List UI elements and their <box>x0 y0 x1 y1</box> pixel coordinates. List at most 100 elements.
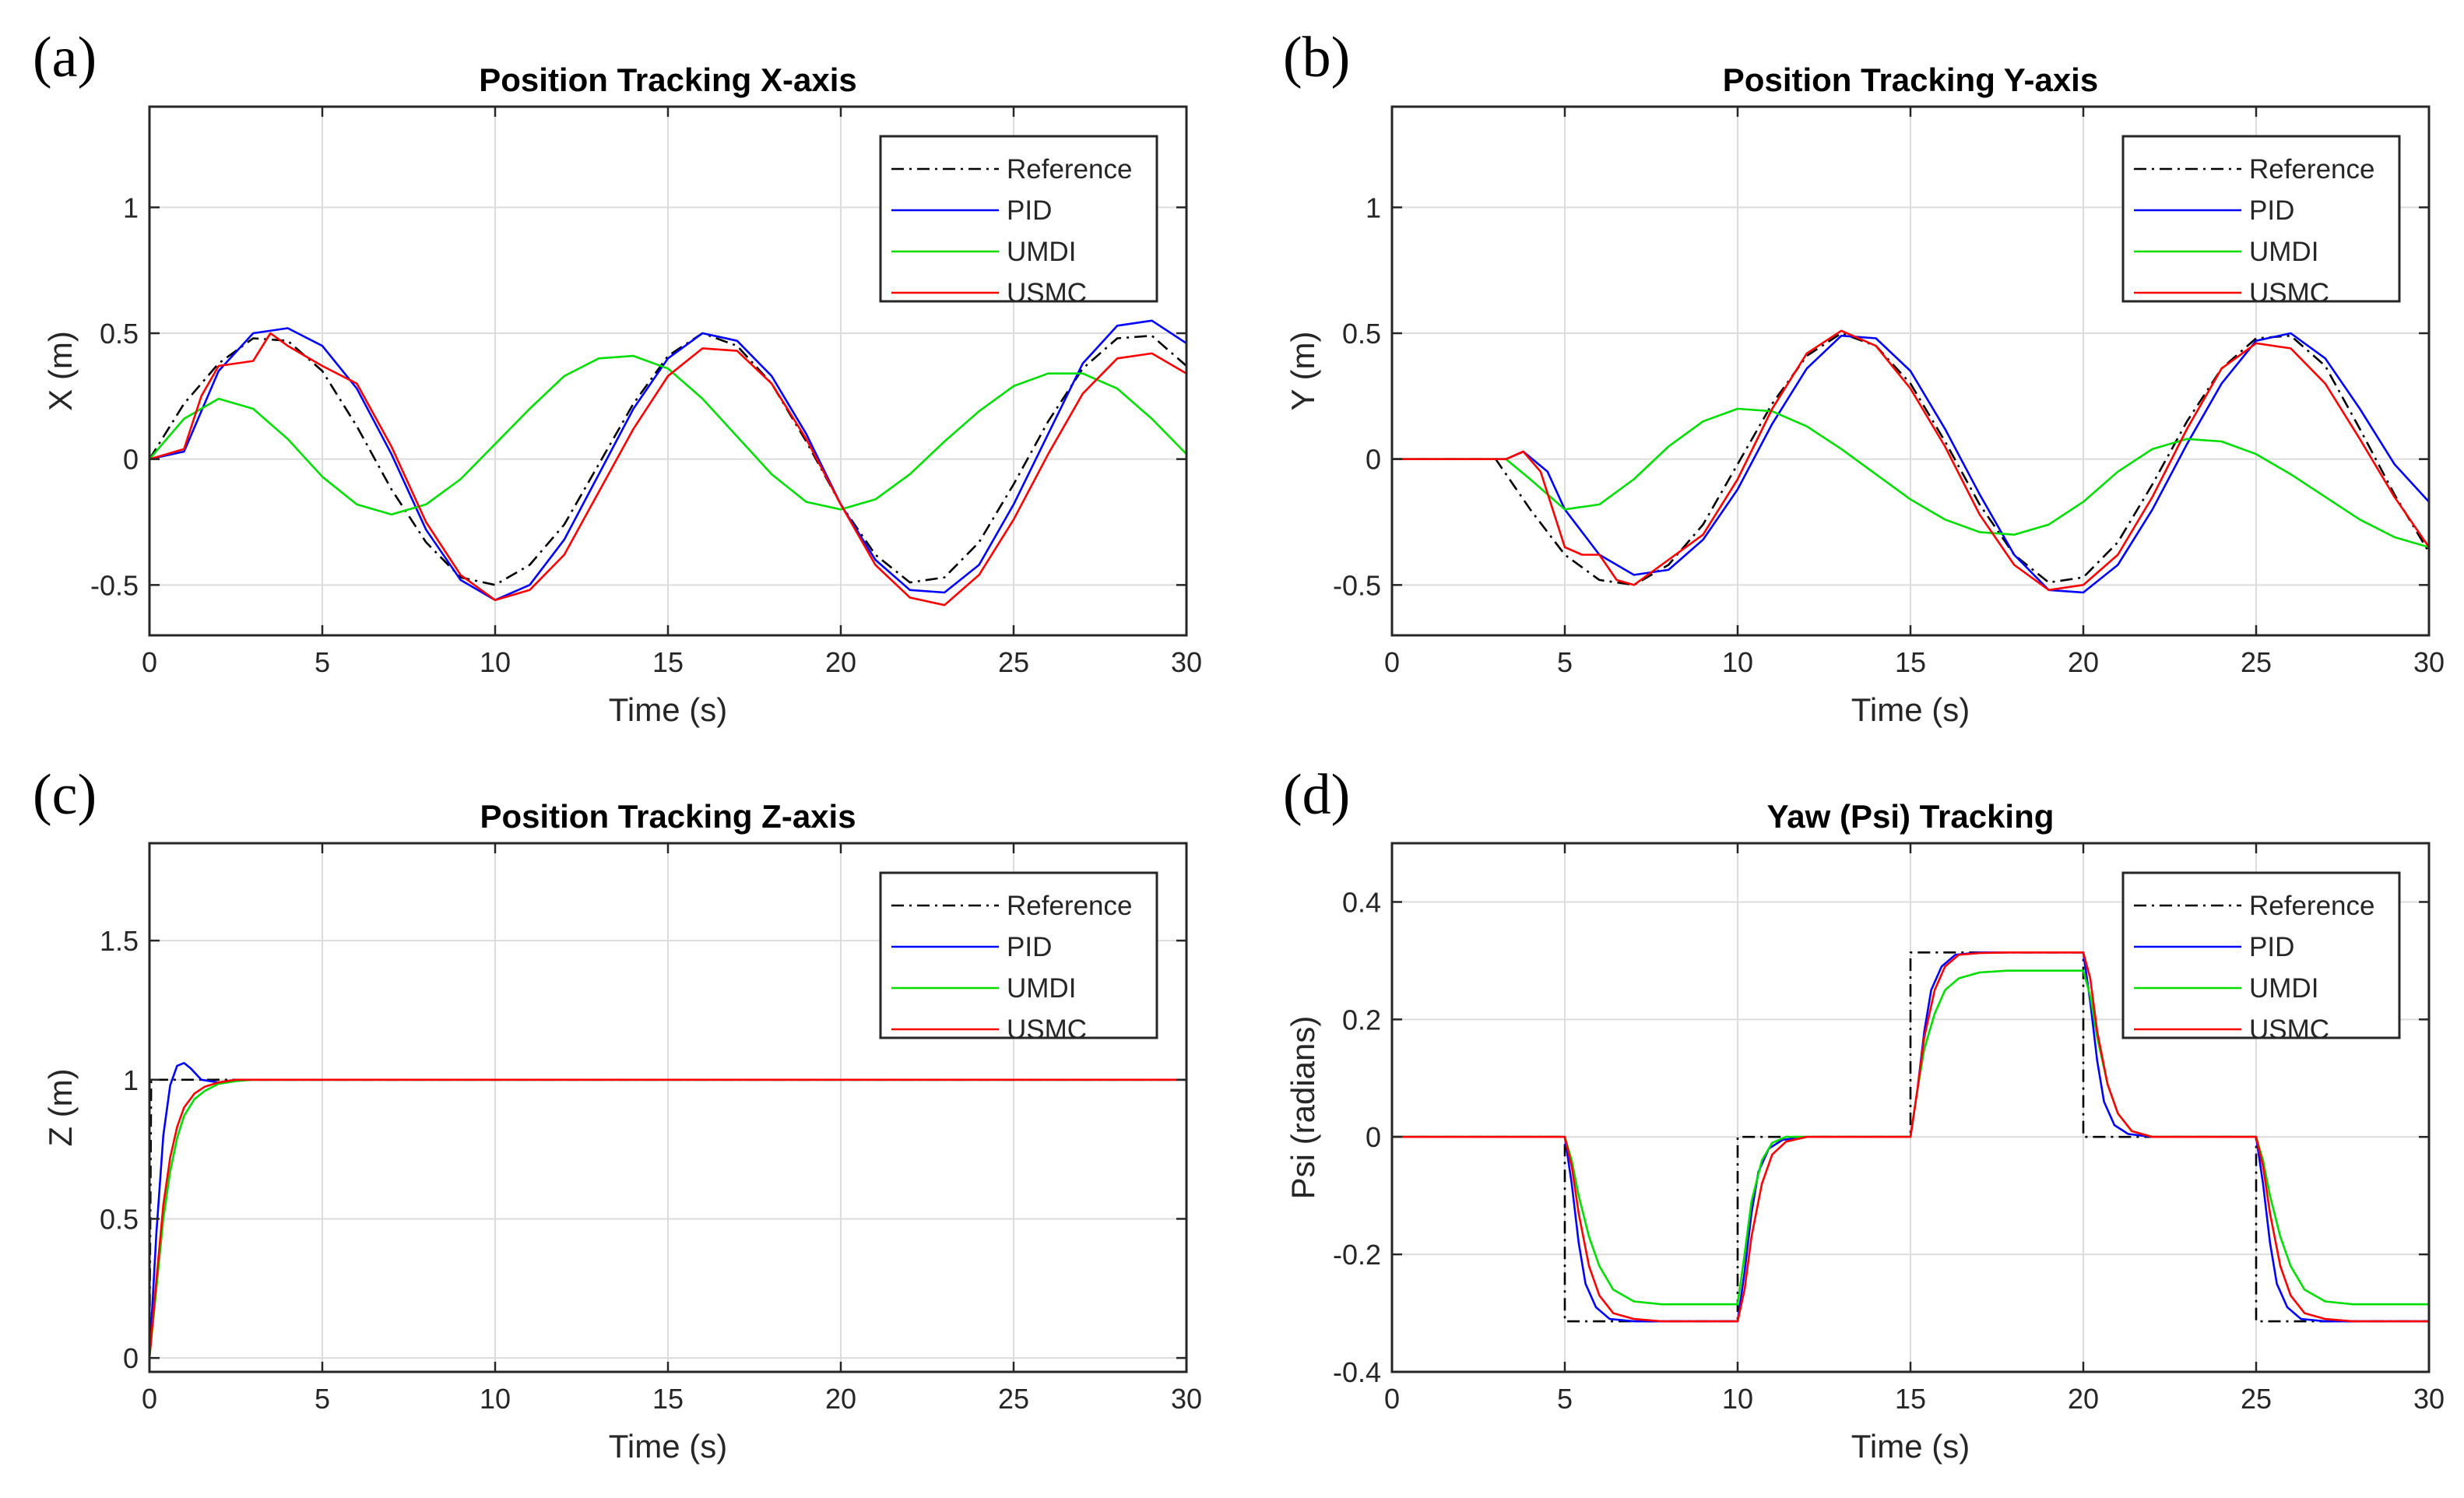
x-tick-label: 15 <box>1895 1383 1926 1415</box>
x-tick-label: 10 <box>480 1383 511 1415</box>
y-tick-label: -0.4 <box>1333 1356 1381 1388</box>
legend: Reference PID UMDI USMC <box>879 871 1158 1045</box>
x-tick-label: 0 <box>142 1383 157 1415</box>
y-tick-label: 0.5 <box>1342 318 1381 350</box>
series-line-usmc <box>1392 951 2429 1323</box>
legend-label-pid: PID <box>2249 932 2294 962</box>
y-tick-label: -0.2 <box>1333 1239 1381 1271</box>
x-axis-label: Time (s) <box>1851 1428 1970 1465</box>
y-axis-label: X (m) <box>42 331 79 411</box>
series-group <box>149 1062 1186 1359</box>
x-axis-label: Time (s) <box>1851 691 1970 728</box>
x-tick-label: 10 <box>480 646 511 678</box>
y-axis-label: Y (m) <box>1285 332 1321 411</box>
legend-box <box>879 871 1158 1039</box>
x-tick-label: 5 <box>315 646 330 678</box>
series-group <box>1392 951 2429 1323</box>
x-tick-label: 0 <box>1384 646 1400 678</box>
legend: Reference PID UMDI USMC <box>879 135 1158 308</box>
y-tick-label: 0 <box>1366 1121 1381 1153</box>
x-tick-label: 5 <box>1557 646 1573 678</box>
series-line-pid <box>1392 332 2429 594</box>
chart-panel-4: 0 5 10 15 20 25 30 -0.4 -0.2 0 0.2 0.4 Yaw (Psi) Tra… <box>1283 763 2445 1465</box>
y-tick-label: -0.5 <box>1333 569 1381 601</box>
legend-label-umdi: UMDI <box>2249 237 2318 267</box>
series-line-umdi <box>149 354 1186 516</box>
x-tick-label: 25 <box>2241 646 2272 678</box>
y-tick-label: 0 <box>1366 444 1381 476</box>
legend-box <box>879 135 1158 303</box>
x-tick-label: 30 <box>1171 646 1202 678</box>
series-line-pid <box>149 319 1186 601</box>
panel-label: (a) <box>33 26 97 90</box>
x-tick-label: 5 <box>315 1383 330 1415</box>
chart-panel-1: 0 5 10 15 20 25 30 -0.5 0 0.5 1 Position Tracking X… <box>33 26 1202 728</box>
legend-label-umdi: UMDI <box>1007 973 1076 1004</box>
y-tick-label: 0.5 <box>100 1203 139 1235</box>
legend: Reference PID UMDI USMC <box>2121 135 2401 308</box>
x-tick-label: 5 <box>1557 1383 1573 1415</box>
x-tick-label: 25 <box>998 1383 1029 1415</box>
x-tick-label: 10 <box>1722 646 1753 678</box>
legend-label-usmc: USMC <box>2249 278 2329 308</box>
legend-label-usmc: USMC <box>2249 1014 2329 1045</box>
x-tick-label: 25 <box>998 646 1029 678</box>
y-tick-label: 0.2 <box>1342 1004 1381 1036</box>
x-tick-label: 30 <box>2413 646 2445 678</box>
y-tick-label: 1 <box>123 192 139 223</box>
legend-label-umdi: UMDI <box>1007 237 1076 267</box>
series-line-usmc <box>1392 329 2429 592</box>
y-tick-label: 0 <box>123 444 139 476</box>
series-line-usmc <box>149 332 1186 607</box>
x-tick-label: 0 <box>142 646 157 678</box>
y-axis-label: Z (m) <box>42 1068 79 1146</box>
legend-label-usmc: USMC <box>1007 1014 1087 1045</box>
series-line-umdi <box>149 1078 1186 1359</box>
legend-label-pid: PID <box>1007 932 1052 962</box>
series-group <box>1392 329 2429 594</box>
x-axis-label: Time (s) <box>609 1428 727 1465</box>
x-tick-label: 20 <box>2068 1383 2099 1415</box>
chart-panel-2: 0 5 10 15 20 25 30 -0.5 0 0.5 1 Position Tracking Y… <box>1283 26 2445 728</box>
legend-label-reference: Reference <box>2249 154 2374 185</box>
x-axis-label: Time (s) <box>609 691 727 728</box>
legend-box <box>2121 135 2401 303</box>
legend-label-reference: Reference <box>1007 891 1132 921</box>
x-tick-label: 15 <box>1895 646 1926 678</box>
chart-title: Position Tracking Z-axis <box>480 798 856 835</box>
y-tick-label: -0.5 <box>90 569 139 601</box>
x-tick-label: 20 <box>2068 646 2099 678</box>
legend-label-umdi: UMDI <box>2249 973 2318 1004</box>
x-tick-label: 30 <box>1171 1383 1202 1415</box>
x-tick-label: 20 <box>825 646 856 678</box>
legend: Reference PID UMDI USMC <box>2121 871 2401 1045</box>
series-line-umdi <box>1392 969 2429 1306</box>
chart-panel-3: 0 5 10 15 20 25 30 0 0.5 1 1.5 Position Tracking Z-… <box>33 763 1202 1465</box>
x-tick-label: 15 <box>652 1383 684 1415</box>
legend-label-pid: PID <box>1007 195 1052 226</box>
y-tick-label: 1 <box>123 1064 139 1096</box>
series-line-umdi <box>1392 407 2429 549</box>
x-tick-label: 0 <box>1384 1383 1400 1415</box>
series-line-usmc <box>149 1078 1186 1359</box>
legend-label-pid: PID <box>2249 195 2294 226</box>
panel-label: (c) <box>33 763 97 827</box>
series-line-reference <box>1392 951 2429 1323</box>
y-tick-label: 0.5 <box>100 318 139 350</box>
panel-label: (d) <box>1283 763 1350 827</box>
y-axis-label: Psi (radians) <box>1285 1016 1321 1200</box>
legend-label-reference: Reference <box>1007 154 1132 185</box>
chart-title: Yaw (Psi) Tracking <box>1767 798 2055 835</box>
chart-title: Position Tracking X-axis <box>479 62 856 98</box>
series-line-reference <box>149 332 1186 586</box>
legend-label-reference: Reference <box>2249 891 2374 921</box>
panel-label: (b) <box>1283 26 1350 90</box>
x-tick-label: 20 <box>825 1383 856 1415</box>
series-line-reference <box>1392 332 2429 586</box>
x-tick-label: 25 <box>2241 1383 2272 1415</box>
series-line-pid <box>1392 951 2429 1323</box>
x-tick-label: 15 <box>652 646 684 678</box>
chart-title: Position Tracking Y-axis <box>1723 62 2098 98</box>
legend-box <box>2121 871 2401 1039</box>
